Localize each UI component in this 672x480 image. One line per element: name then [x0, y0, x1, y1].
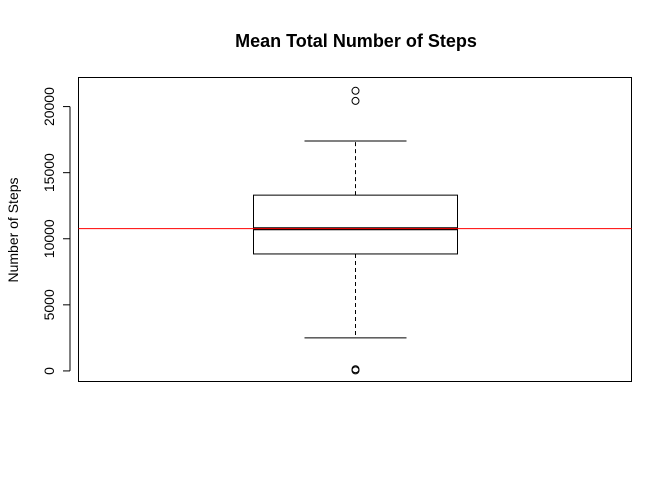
y-axis-label: Number of Steps — [5, 177, 21, 282]
outlier-point — [351, 96, 360, 105]
outlier-point — [351, 365, 360, 374]
outlier-point — [351, 86, 360, 95]
y-tick-label: 5000 — [41, 289, 57, 320]
y-tick-label: 15000 — [41, 153, 57, 192]
y-tick-label: 20000 — [41, 87, 57, 126]
chart-title: Mean Total Number of Steps — [235, 31, 477, 51]
y-tick-label: 10000 — [41, 219, 57, 258]
y-axis: 0 5000 10000 15000 20000 — [41, 87, 71, 375]
plot-frame — [78, 77, 632, 382]
iqr-box — [253, 194, 458, 255]
outlier-points — [351, 86, 360, 375]
y-tick-label: 0 — [41, 367, 57, 375]
box-plot — [253, 140, 458, 339]
